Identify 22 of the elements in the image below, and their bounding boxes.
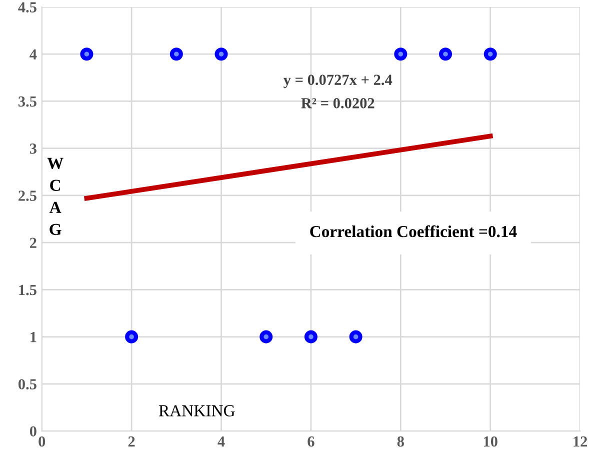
x-axis-title: RANKING (158, 405, 235, 416)
y-tick-label: 4.5 (18, 2, 36, 13)
y-tick-label: 4 (30, 49, 37, 60)
x-tick-label: 0 (38, 436, 46, 447)
x-tick-label: 12 (574, 436, 588, 447)
annotation: R² = 0.0202 (301, 98, 374, 108)
x-tick-label: 2 (128, 436, 135, 447)
y-tick-label: 2 (30, 238, 36, 248)
y-tick-label: 3 (30, 144, 36, 154)
y-tick-label: 1 (30, 332, 36, 342)
y-tick-label: 2.5 (18, 190, 36, 201)
y-tick-label: 1.5 (19, 284, 36, 296)
y-tick-label: 0 (30, 426, 36, 436)
y-axis-title: W C A G (47, 158, 64, 236)
x-tick-label: 4 (218, 436, 225, 447)
x-tick-label: 10 (484, 436, 498, 447)
y-tick-label: 3.5 (18, 96, 36, 107)
annotation: y = 0.0727x + 2.4 (283, 74, 392, 88)
x-tick-label: 6 (308, 436, 314, 447)
y-tick-label: 0.5 (18, 379, 36, 390)
annotation: Correlation Coefficient =0.14 (310, 225, 517, 238)
x-tick-label: 8 (397, 436, 404, 447)
